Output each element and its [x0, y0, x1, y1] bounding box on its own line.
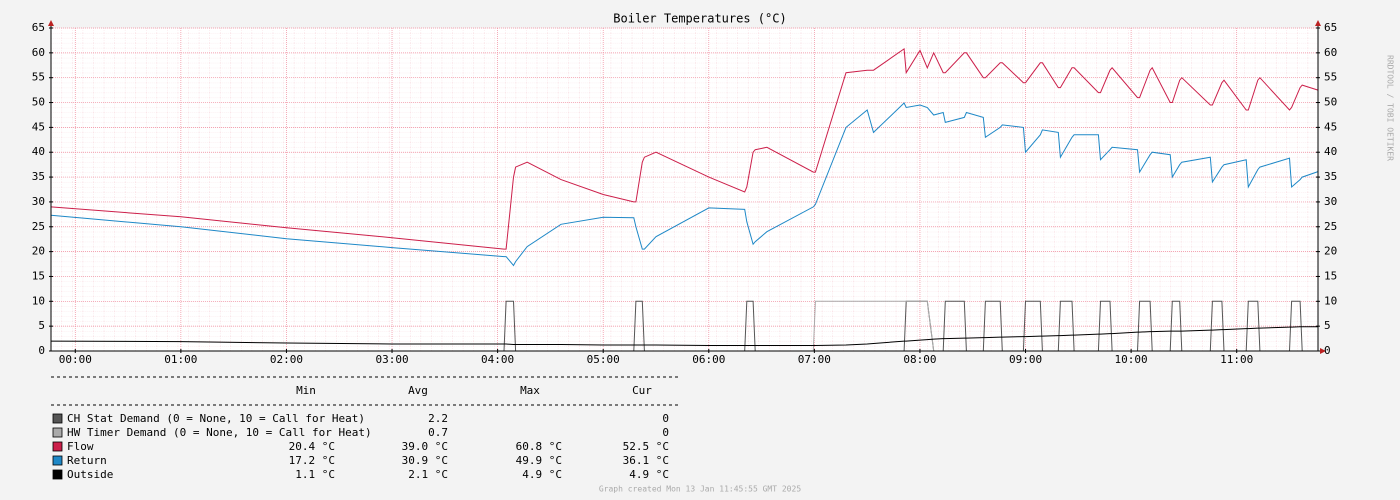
- y-tick-label: 50: [1324, 96, 1337, 109]
- axis-arrow: [48, 20, 54, 26]
- legend-label: Outside: [67, 468, 113, 481]
- chart-title: Boiler Temperatures (°C): [613, 12, 786, 26]
- x-tick-label: 02:00: [270, 353, 303, 366]
- x-tick-label: 07:00: [798, 353, 831, 366]
- y-tick-label: 5: [1324, 319, 1331, 332]
- series-line: [50, 326, 1318, 346]
- series-line: [50, 102, 1319, 267]
- y-tick-label: 35: [32, 170, 45, 183]
- x-tick-label: 08:00: [903, 353, 936, 366]
- legend-label: HW Timer Demand (0 = None, 10 = Call for…: [67, 426, 372, 439]
- stat-value: 4.9 °C: [522, 468, 562, 481]
- y-tick-label: 5: [38, 319, 45, 332]
- y-tick-label: 30: [1324, 195, 1337, 208]
- stat-value: 4.9 °C: [629, 468, 669, 481]
- footer: Graph created Mon 13 Jan 11:45:55 GMT 20…: [599, 485, 801, 494]
- y-tick-label: 65: [32, 21, 45, 34]
- stat-value: 17.2 °C: [289, 454, 335, 467]
- legend-label: CH Stat Demand (0 = None, 10 = Call for …: [67, 412, 365, 425]
- legend-swatch: [52, 455, 63, 466]
- x-tick-label: 06:00: [692, 353, 725, 366]
- stat-value: 1.1 °C: [295, 468, 335, 481]
- y-tick-label: 60: [1324, 46, 1337, 59]
- x-tick-label: 01:00: [164, 353, 197, 366]
- y-tick-label: 20: [32, 245, 45, 258]
- y-tick-label: 15: [1324, 269, 1337, 282]
- stat-value: 2.2: [428, 412, 448, 425]
- y-tick-label: 55: [32, 71, 45, 84]
- legend-swatch: [52, 413, 63, 424]
- y-tick-label: 60: [32, 46, 45, 59]
- x-tick-label: 10:00: [1115, 353, 1148, 366]
- legend-label: Flow: [67, 440, 94, 453]
- x-tick-label: 11:00: [1220, 353, 1253, 366]
- stats-header: Cur: [632, 384, 652, 397]
- stat-value: 0: [662, 412, 669, 425]
- x-tick-label: 04:00: [481, 353, 514, 366]
- y-tick-label: 40: [32, 145, 45, 158]
- y-tick-label: 0: [38, 344, 45, 357]
- y-tick-label: 0: [1324, 344, 1331, 357]
- y-tick-label: 25: [1324, 220, 1337, 233]
- y-tick-label: 20: [1324, 245, 1337, 258]
- stat-value: 52.5 °C: [623, 440, 669, 453]
- x-tick-label: 00:00: [59, 353, 92, 366]
- series-line: [50, 47, 1319, 250]
- legend: Min Avg Max Cur CH Stat Demand (0 = None, 10…: [52, 384, 669, 481]
- y-tick-label: 45: [32, 120, 45, 133]
- axis-arrow: [1320, 348, 1326, 354]
- stat-value: 36.1 °C: [623, 454, 669, 467]
- stat-value: 0.7: [428, 426, 448, 439]
- y-tick-label: 10: [32, 294, 45, 307]
- y-tick-label: 40: [1324, 145, 1337, 158]
- x-tick-label: 09:00: [1009, 353, 1042, 366]
- legend-swatch: [52, 427, 63, 438]
- y-tick-label: 35: [1324, 170, 1337, 183]
- legend-swatch: [52, 469, 63, 480]
- stats-header: Min: [296, 384, 316, 397]
- stat-value: 30.9 °C: [402, 454, 448, 467]
- stats-header: Max: [520, 384, 540, 397]
- y-tick-label: 15: [32, 269, 45, 282]
- y-tick-label: 30: [32, 195, 45, 208]
- legend-swatch: [52, 441, 63, 452]
- stat-value: 20.4 °C: [289, 440, 335, 453]
- watermark: RRDTOOL / TOBI OETIKER: [1386, 55, 1395, 161]
- y-tick-label: 10: [1324, 294, 1337, 307]
- y-tick-label: 65: [1324, 21, 1337, 34]
- axis-arrow: [1315, 20, 1321, 26]
- y-tick-label: 55: [1324, 71, 1337, 84]
- x-tick-label: 03:00: [375, 353, 408, 366]
- stat-value: 0: [662, 426, 669, 439]
- stat-value: 60.8 °C: [516, 440, 562, 453]
- minor-grid: [51, 28, 1318, 351]
- stats-header: Avg: [408, 384, 428, 397]
- x-tick-label: 05:00: [587, 353, 620, 366]
- y-tick-label: 25: [32, 220, 45, 233]
- y-tick-label: 50: [32, 96, 45, 109]
- y-tick-label: 45: [1324, 120, 1337, 133]
- legend-label: Return: [67, 454, 107, 467]
- stat-value: 39.0 °C: [402, 440, 448, 453]
- stat-value: 49.9 °C: [516, 454, 562, 467]
- stat-value: 2.1 °C: [408, 468, 448, 481]
